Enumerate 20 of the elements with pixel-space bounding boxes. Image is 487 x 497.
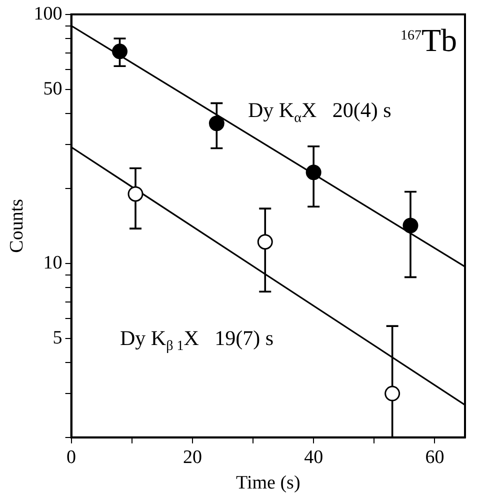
point	[128, 186, 144, 202]
annotation: Dy K$_{β 1}$X 19(7) s	[120, 326, 274, 356]
x-tick-label: 40	[304, 446, 324, 468]
point	[384, 386, 400, 402]
y-axis-title: Counts	[6, 198, 28, 253]
point	[112, 44, 128, 60]
annotation: Dy K$_{α}$X 20(4) s	[248, 98, 392, 128]
point	[306, 164, 322, 180]
point	[208, 116, 224, 132]
x-axis-title: Time (s)	[236, 472, 300, 494]
y-tick-label: 100	[34, 3, 62, 24]
y-tick-label: 10	[43, 252, 62, 274]
annotation: $^{167}$Tb	[400, 22, 457, 59]
x-tick-label: 0	[66, 446, 76, 468]
point	[402, 218, 418, 234]
x-tick-label: 60	[425, 446, 444, 468]
y-tick-label: 5	[52, 327, 62, 348]
point	[257, 234, 273, 250]
x-tick-label: 20	[182, 446, 202, 468]
y-tick-label: 50	[43, 78, 62, 100]
